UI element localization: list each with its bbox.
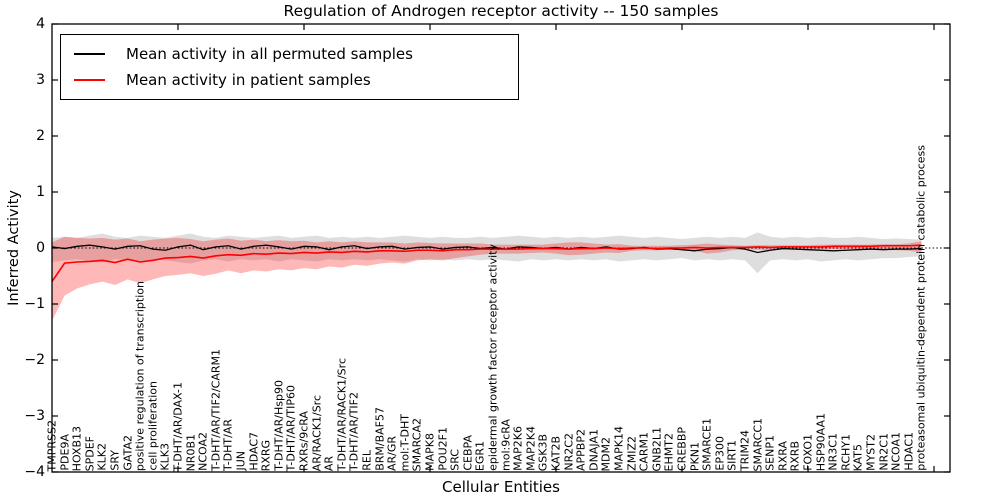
- x-category-label: T-DHT/AR: [221, 418, 235, 471]
- series-line-patient: [52, 244, 922, 283]
- x-category-label: HDAC1: [902, 432, 916, 471]
- x-category-label: GATA2: [121, 435, 135, 471]
- x-category-label: SRY: [108, 450, 122, 471]
- legend: Mean activity in all permuted samples Me…: [60, 34, 519, 100]
- legend-entry-permuted: Mean activity in all permuted samples: [61, 44, 518, 63]
- x-category-label: AR/GR: [385, 435, 399, 471]
- x-category-label: CEBPA: [461, 435, 475, 471]
- x-category-label: BRM/BAF57: [373, 407, 387, 471]
- x-category-label: MAP2K4: [524, 426, 538, 471]
- x-category-label: POU2F1: [436, 427, 450, 471]
- x-category-label: KAT2B: [549, 436, 563, 471]
- x-category-label: TRIM24: [738, 429, 752, 471]
- x-category-label: HDAC7: [247, 432, 261, 471]
- y-tick-label: 3: [36, 72, 45, 88]
- x-category-label: RXRA: [776, 441, 790, 471]
- y-tick-label: −3: [24, 408, 45, 424]
- x-category-label: CARM1: [637, 431, 651, 471]
- x-category-label: REL: [360, 450, 374, 471]
- x-category-label: KLK2: [95, 443, 109, 471]
- x-category-label: mol:9cRA: [499, 419, 513, 471]
- x-category-label: RXRB: [788, 440, 802, 471]
- y-tick-label: −1: [24, 296, 45, 312]
- x-category-label: MAP2K6: [511, 426, 525, 471]
- series-line-permuted: [52, 244, 922, 254]
- x-category-label: APPBP2: [574, 429, 588, 471]
- x-category-label: RXRs/9cRA: [297, 410, 311, 471]
- x-category-label: KAT5: [851, 443, 865, 471]
- x-category-label: RXRG: [259, 439, 273, 471]
- y-tick-label: 4: [36, 16, 45, 32]
- x-category-label: FOXO1: [801, 434, 815, 471]
- x-category-label: CREBBP: [675, 427, 689, 471]
- x-category-label: HSP90AA1: [814, 412, 828, 471]
- legend-entry-patient: Mean activity in patient samples: [61, 70, 518, 89]
- chart-title: Regulation of Androgen receptor activity…: [283, 2, 719, 20]
- x-category-label: epidermal growth factor receptor activit…: [486, 244, 500, 471]
- x-category-label: positive regulation of transcription: [133, 280, 147, 471]
- y-tick-label: 0: [36, 240, 45, 256]
- x-category-label: RCHY1: [839, 434, 853, 471]
- x-category-label: MAPK14: [612, 426, 626, 471]
- x-category-label: proteasomal ubiquitin-dependent protein …: [914, 145, 928, 471]
- x-category-label: NR3C1: [826, 433, 840, 471]
- x-category-label: SRC: [448, 449, 462, 471]
- x-category-label: SMARCA2: [410, 417, 424, 471]
- x-category-label: T-DHT/AR/TIF2: [347, 391, 361, 471]
- x-category-label: T-DHT/AR/TIF2/CARM1: [209, 348, 223, 471]
- x-category-label: SIRT1: [725, 440, 739, 471]
- x-category-label: PKN1: [688, 441, 702, 471]
- x-category-label: EHMT2: [662, 432, 676, 471]
- x-category-label: NR2C2: [562, 433, 576, 471]
- x-category-label: NR2C1: [877, 433, 891, 471]
- x-category-label: HOXB13: [70, 425, 84, 471]
- x-category-label: SENP1: [763, 435, 777, 471]
- y-tick-label: −2: [24, 352, 45, 368]
- x-category-label: EGR1: [473, 440, 487, 471]
- x-category-label: NCOA1: [889, 432, 903, 471]
- x-category-label: GNB2L1: [650, 426, 664, 471]
- x-category-label: MAPK8: [423, 433, 437, 471]
- y-tick-label: −4: [24, 464, 45, 480]
- confidence-band-patient: [52, 236, 922, 321]
- x-category-label: KLK3: [158, 443, 172, 471]
- x-category-label: AR/RACK1/Src: [310, 394, 324, 471]
- x-category-label: GSK3B: [536, 433, 550, 471]
- legend-line-permuted-icon: [74, 53, 105, 55]
- x-category-label: NCOA2: [196, 432, 210, 471]
- y-tick-label: 2: [36, 128, 45, 144]
- legend-label-patient: Mean activity in patient samples: [126, 70, 371, 89]
- x-category-label: AR: [322, 455, 336, 471]
- x-category-label: mol:T-DHT: [398, 413, 412, 471]
- x-category-label: T-DHT/AR/Hsp90: [272, 380, 286, 471]
- x-category-label: EP300: [713, 436, 727, 471]
- x-category-label: cell proliferation: [146, 381, 160, 471]
- confidence-band-permuted: [52, 232, 922, 274]
- x-category-label: T-DHT/AR/DAX-1: [171, 381, 185, 471]
- x-axis-label: Cellular Entities: [442, 478, 560, 496]
- x-category-label: JUN: [234, 451, 248, 471]
- x-category-label: SMARCC1: [751, 417, 765, 471]
- x-category-label: NR0B1: [184, 433, 198, 471]
- x-category-label: SPDEF: [83, 435, 97, 471]
- x-category-label: PDE9A: [58, 434, 72, 471]
- x-category-label: ZMIZ2: [625, 436, 639, 471]
- x-category-label: SMARCE1: [700, 418, 714, 471]
- y-tick-label: 1: [36, 184, 45, 200]
- legend-label-permuted: Mean activity in all permuted samples: [126, 44, 413, 63]
- x-category-label: DNAJA1: [587, 429, 601, 471]
- x-category-label: T-DHT/AR/TIP60: [284, 384, 298, 471]
- x-category-label: MDM2: [599, 436, 613, 471]
- x-category-label: T-DHT/AR/RACK1/Src: [335, 357, 349, 471]
- x-category-label: TMPRSS2: [45, 419, 59, 471]
- x-category-label: MYST2: [864, 434, 878, 471]
- legend-line-patient-icon: [74, 79, 105, 81]
